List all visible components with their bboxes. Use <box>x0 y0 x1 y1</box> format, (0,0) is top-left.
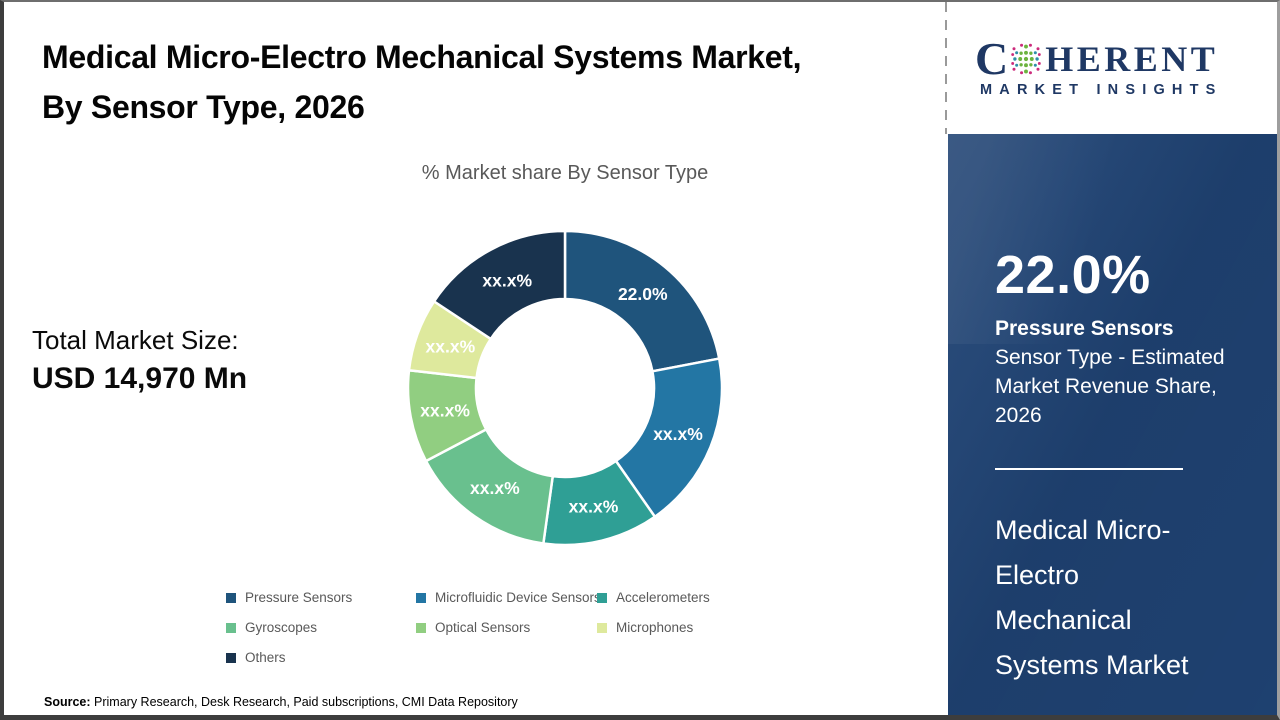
legend-swatch-accelerometers <box>597 592 607 603</box>
legend-swatch-others <box>226 652 236 663</box>
highlight-value: 22.0% <box>995 245 1151 305</box>
brand-logo: C <box>948 2 1277 134</box>
market-name: Medical Micro-Electro Mechanical Systems… <box>995 515 1189 680</box>
legend-item-gyroscopes: Gyroscopes <box>226 617 416 638</box>
slice-label-accelerometers: xx.x% <box>569 497 619 517</box>
legend-label-microfluidic-device-sensors: Microfluidic Device Sensors <box>435 590 601 605</box>
legend-swatch-optical-sensors <box>416 622 426 633</box>
legend-item-optical-sensors: Optical Sensors <box>416 617 597 638</box>
chart-subtitle: % Market share By Sensor Type <box>421 162 709 184</box>
brand-logo-wordmark: C <box>975 32 1277 84</box>
highlight-description-rest: Sensor Type - Estimated Market Revenue S… <box>995 346 1225 427</box>
slice-label-pressure-sensors: 22.0% <box>618 284 668 304</box>
slice-label-microphones: xx.x% <box>426 336 476 356</box>
total-market-size: Total Market Size: USD 14,970 Mn <box>32 325 247 396</box>
slice-label-microfluidic-device-sensors: xx.x% <box>653 424 703 444</box>
highlight-description-bold: Pressure Sensors <box>995 317 1174 340</box>
total-market-size-label: Total Market Size: <box>32 325 239 355</box>
brand-logo-rest: HERENT <box>1045 38 1219 79</box>
brand-logo-tagline: MARKET INSIGHTS <box>980 81 1223 98</box>
panel-divider <box>995 468 1183 470</box>
legend-item-pressure-sensors: Pressure Sensors <box>226 587 416 608</box>
legend-item-microfluidic-device-sensors: Microfluidic Device Sensors <box>416 587 601 608</box>
page-title: Medical Micro-Electro Mechanical Systems… <box>42 39 802 125</box>
source-note: Source: Primary Research, Desk Research,… <box>44 695 518 709</box>
donut-slice-pressure-sensors <box>563 229 721 373</box>
legend-swatch-gyroscopes <box>226 622 236 633</box>
legend-swatch-microfluidic-device-sensors <box>416 592 426 603</box>
globe-logo-icon <box>1011 43 1041 74</box>
legend-swatch-microphones <box>597 622 607 633</box>
slice-label-others: xx.x% <box>482 271 532 291</box>
legend-item-others: Others <box>226 647 416 668</box>
legend-swatch-pressure-sensors <box>226 592 236 603</box>
source-label: Source: <box>44 695 91 709</box>
legend-label-gyroscopes: Gyroscopes <box>245 620 318 635</box>
chart-area: Medical Micro-Electro Mechanical Systems… <box>4 2 948 715</box>
donut-slice-others <box>432 229 567 341</box>
source-text: Primary Research, Desk Research, Paid su… <box>94 695 518 709</box>
legend-label-optical-sensors: Optical Sensors <box>435 620 531 635</box>
slice-label-optical-sensors: xx.x% <box>420 400 470 420</box>
chart-legend: Pressure Sensors Microfluidic Device Sens… <box>226 587 767 668</box>
total-market-size-value: USD 14,970 Mn <box>32 362 248 395</box>
brand-logo-letter-c: C <box>975 32 1009 84</box>
legend-item-microphones: Microphones <box>597 617 767 638</box>
slice-label-gyroscopes: xx.x% <box>470 478 520 498</box>
legend-label-others: Others <box>245 650 286 665</box>
legend-label-microphones: Microphones <box>616 620 694 635</box>
highlight-description: Pressure Sensors Sensor Type - Estimated… <box>995 314 1245 430</box>
legend-label-pressure-sensors: Pressure Sensors <box>245 590 353 605</box>
legend-label-accelerometers: Accelerometers <box>616 590 710 605</box>
donut-chart: 22.0% xx.x% xx.x% xx.x% xx.x% xx.x% xx.x% <box>406 229 724 547</box>
sidebar: C <box>948 2 1277 715</box>
dashed-divider <box>945 2 947 134</box>
highlight-panel: 22.0% Pressure Sensors Sensor Type - Est… <box>948 134 1277 715</box>
legend-item-accelerometers: Accelerometers <box>597 587 767 608</box>
